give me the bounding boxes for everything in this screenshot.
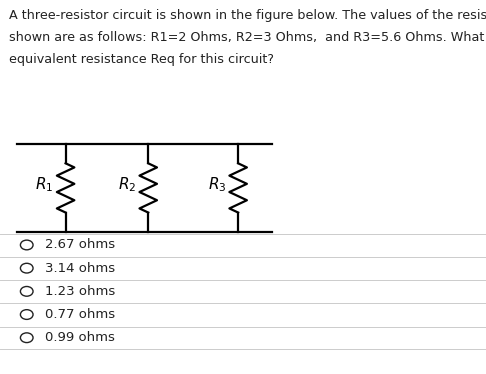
Text: shown are as follows: R1=2 Ohms, R2=3 Ohms,  and R3=5.6 Ohms. What is the: shown are as follows: R1=2 Ohms, R2=3 Oh… xyxy=(9,31,486,44)
Text: A three-resistor circuit is shown in the figure below. The values of the resisto: A three-resistor circuit is shown in the… xyxy=(9,9,486,22)
Text: 1.23 ohms: 1.23 ohms xyxy=(45,285,116,298)
Text: 0.77 ohms: 0.77 ohms xyxy=(45,308,115,321)
Text: 3.14 ohms: 3.14 ohms xyxy=(45,262,115,275)
Text: $R_2$: $R_2$ xyxy=(118,175,136,194)
Text: $R_3$: $R_3$ xyxy=(208,175,226,194)
Text: 2.67 ohms: 2.67 ohms xyxy=(45,239,115,251)
Text: $R_1$: $R_1$ xyxy=(35,175,53,194)
Text: 0.99 ohms: 0.99 ohms xyxy=(45,331,115,344)
Text: equivalent resistance Req for this circuit?: equivalent resistance Req for this circu… xyxy=(9,53,274,66)
